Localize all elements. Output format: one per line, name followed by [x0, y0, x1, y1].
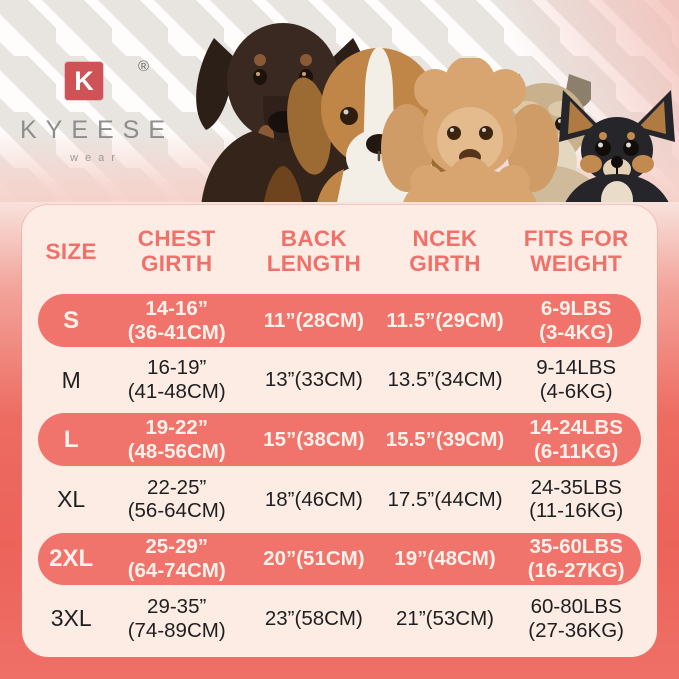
- header-back-length: BACK LENGTH: [266, 226, 362, 277]
- cell-size: 2XL: [49, 545, 94, 573]
- cell-back: 11”(28CM): [263, 308, 364, 332]
- table-header-row: SIZE CHEST GIRTH BACK LENGTH NCEK GIRTH …: [38, 217, 641, 287]
- cell-size: L: [63, 425, 79, 453]
- table-row-xl: XL 22-25” (56-64CM) 18”(46CM) 17.5”(44CM…: [38, 473, 641, 526]
- cell-back: 13”(33CM): [264, 368, 363, 392]
- cell-weight: 60-80LBS (27-36KG): [528, 594, 625, 642]
- cell-weight: 6-9LBS (3-4KG): [539, 296, 614, 344]
- size-chart-panel: SIZE CHEST GIRTH BACK LENGTH NCEK GIRTH …: [22, 205, 657, 657]
- cell-size: S: [63, 306, 80, 334]
- cell-weight: 35-60LBS (16-27KG): [527, 535, 625, 583]
- cell-back: 18”(46CM): [264, 487, 363, 511]
- cell-neck: 21”(53CM): [396, 606, 494, 630]
- cell-size: 3XL: [50, 605, 92, 632]
- table-row-m: M 16-19” (41-48CM) 13”(33CM) 13.5”(34CM)…: [38, 354, 641, 407]
- header-size: SIZE: [45, 238, 97, 264]
- cell-chest: 25-29” (64-74CM): [127, 535, 226, 583]
- cell-neck: 19”(48CM): [394, 547, 496, 571]
- table-row-l: L 19-22” (48-56CM) 15”(38CM) 15.5”(39CM)…: [38, 413, 641, 467]
- logo-letter: K: [74, 65, 94, 96]
- header-chest-girth: CHEST GIRTH: [137, 226, 216, 277]
- table-row-3xl: 3XL 29-35” (74-89CM) 23”(58CM) 21”(53CM)…: [38, 592, 641, 645]
- table-row-s: S 14-16” (36-41CM) 11”(28CM) 11.5”(29CM)…: [38, 294, 641, 347]
- brand-name: KYEESE: [19, 116, 175, 144]
- cell-back: 15”(38CM): [263, 427, 365, 451]
- cell-chest: 29-35” (74-89CM): [127, 594, 226, 642]
- header-fits-for-weight: FITS FOR WEIGHT: [523, 226, 629, 277]
- cell-size: XL: [57, 486, 86, 513]
- brand-subtitle: wear: [70, 152, 122, 164]
- logo-mark-row: K ®: [10, 58, 175, 104]
- dog-poodle-illustration: [377, 58, 563, 207]
- cell-back: 23”(58CM): [264, 606, 363, 630]
- cell-neck: 13.5”(34CM): [387, 368, 503, 392]
- registered-trademark-icon: ®: [138, 58, 150, 75]
- table-row-2xl: 2XL 25-29” (64-74CM) 20”(51CM) 19”(48CM)…: [38, 532, 641, 586]
- cell-weight: 9-14LBS (4-6KG): [536, 356, 617, 404]
- brand-logo: K ® KYEESE wear: [10, 58, 175, 164]
- cell-neck: 17.5”(44CM): [387, 487, 503, 511]
- header-neck-girth: NCEK GIRTH: [409, 226, 481, 277]
- cell-neck: 15.5”(39CM): [385, 427, 505, 451]
- cell-chest: 22-25” (56-64CM): [127, 475, 226, 523]
- cell-weight: 24-35LBS (11-16KG): [529, 475, 624, 523]
- cell-chest: 16-19” (41-48CM): [127, 356, 226, 404]
- dog-chihuahua-illustration: [555, 88, 679, 207]
- cell-chest: 19-22” (48-56CM): [127, 416, 226, 463]
- cell-weight: 14-24LBS (6-11KG): [529, 416, 623, 463]
- cell-back: 20”(51CM): [263, 547, 365, 571]
- cell-size: M: [61, 366, 81, 393]
- cell-neck: 11.5”(29CM): [386, 308, 504, 332]
- cell-chest: 14-16” (36-41CM): [127, 296, 226, 344]
- brand-logo-mark: K: [65, 62, 103, 100]
